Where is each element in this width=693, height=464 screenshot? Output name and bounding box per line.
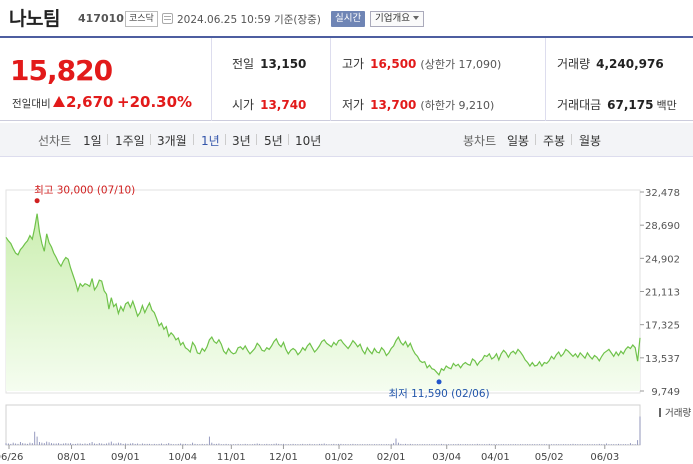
realtime-badge[interactable]: 실시간 xyxy=(331,11,366,27)
x-tick-label: 04/01 xyxy=(481,452,510,463)
tab-separator xyxy=(193,134,194,145)
tab-weekly[interactable]: 주봉 xyxy=(543,134,566,148)
y-tick-label: 28,690 xyxy=(645,221,680,232)
quote-timestamp: 2024.06.25 10:59 기준(장중) xyxy=(177,14,321,26)
low-label: 저가 xyxy=(342,98,365,112)
x-tick-label: 11/01 xyxy=(217,452,246,463)
tab-1week[interactable]: 1주일 xyxy=(115,134,145,148)
chart-range-tabs: 선차트 1일 1주일 3개월 1년 3년 5년 10년 봉차트 일봉 주봉 월봉 xyxy=(0,123,693,157)
y-tick-label: 9,749 xyxy=(651,387,680,398)
prev-close: 전일 13,150 xyxy=(232,55,306,72)
y-tick-label: 17,325 xyxy=(645,321,680,332)
open-value: 13,740 xyxy=(260,98,307,112)
tab-separator xyxy=(256,134,257,145)
tab-monthly[interactable]: 월봉 xyxy=(579,134,602,148)
x-tick-label: 01/02 xyxy=(325,452,354,463)
volume-value: 4,240,976 xyxy=(596,57,664,71)
amount-value: 67,175 xyxy=(607,98,654,112)
tab-1year[interactable]: 1년 xyxy=(201,134,220,148)
volume-label: 거래량 xyxy=(557,57,591,71)
x-tick-label: 09/01 xyxy=(111,452,140,463)
divider xyxy=(330,38,331,121)
divider xyxy=(545,38,546,121)
tab-separator xyxy=(225,134,226,145)
tab-3year[interactable]: 3년 xyxy=(232,134,251,148)
low-value: 13,700 xyxy=(370,98,417,112)
prev-close-label: 전일 xyxy=(232,57,255,71)
market-badge: 코스닥 xyxy=(125,11,158,27)
open-label: 시가 xyxy=(232,98,255,112)
amount-label: 거래대금 xyxy=(557,98,602,112)
price-line xyxy=(5,213,641,377)
max-price-annotation: 최고 30,000 (07/10) xyxy=(34,185,135,197)
volume-plot-frame xyxy=(5,404,641,446)
company-info-label: 기업개요 xyxy=(375,13,410,24)
tab-separator xyxy=(288,134,289,145)
y-tick-label: 32,478 xyxy=(645,188,680,199)
x-tick-label: 05/02 xyxy=(535,452,564,463)
max-price-marker xyxy=(34,198,40,204)
stock-header: 나노팀 417010 코스닥 2024.06.25 10:59 기준(장중) 실… xyxy=(0,0,693,36)
current-price-box: 15,820 전일대비 2,670 +20.30% xyxy=(0,38,212,121)
trade-volume: 거래량 4,240,976 xyxy=(557,55,664,72)
tab-separator xyxy=(150,134,151,145)
x-tick-label: 03/04 xyxy=(432,452,461,463)
day-low: 저가 13,700 (하한가 9,210) xyxy=(342,96,494,113)
x-tick-label: 06/03 xyxy=(590,452,619,463)
chevron-down-icon xyxy=(412,16,419,20)
prev-close-value: 13,150 xyxy=(260,57,307,71)
tab-daily[interactable]: 일봉 xyxy=(507,134,530,148)
up-arrow-icon xyxy=(53,96,65,107)
tab-separator xyxy=(107,134,108,145)
tab-3month[interactable]: 3개월 xyxy=(157,134,187,148)
amount-unit: 백만 xyxy=(656,99,677,112)
upper-limit: (상한가 17,090) xyxy=(420,58,502,71)
min-price-marker xyxy=(436,379,442,385)
tab-separator xyxy=(535,134,536,145)
price-chart-svg: 32,478 28,690 24,902 21,113 17,325 13,537 9,74… xyxy=(0,185,691,463)
min-price-annotation: 최저 11,590 (02/06) xyxy=(388,388,489,400)
candle-chart-label: 봉차트 xyxy=(463,134,497,148)
day-high: 고가 16,500 (상한가 17,090) xyxy=(342,55,501,72)
y-tick-label: 24,902 xyxy=(645,254,680,265)
x-tick-label: 06/26 xyxy=(0,452,23,463)
company-info-dropdown[interactable]: 기업개요 xyxy=(370,11,424,27)
change-amount: 2,670 xyxy=(66,93,114,111)
price-summary: 15,820 전일대비 2,670 +20.30% 전일 13,150 고가 16,… xyxy=(0,36,693,121)
volume-legend-icon xyxy=(659,408,661,417)
x-tick-label: 08/01 xyxy=(57,452,86,463)
lower-limit: (하한가 9,210) xyxy=(420,99,495,112)
change-percent: +20.30% xyxy=(117,93,193,111)
tab-5year[interactable]: 5년 xyxy=(264,134,283,148)
change-label: 전일대비 xyxy=(12,98,51,110)
tab-10year[interactable]: 10년 xyxy=(295,134,322,148)
high-value: 16,500 xyxy=(370,57,417,71)
line-chart-label: 선차트 xyxy=(38,134,72,148)
price-chart: 32,478 28,690 24,902 21,113 17,325 13,537 9,74… xyxy=(0,158,693,464)
tab-1day[interactable]: 1일 xyxy=(83,134,102,148)
x-tick-label: 10/04 xyxy=(168,452,197,463)
stock-name: 나노팀 xyxy=(9,8,60,30)
y-tick-label: 21,113 xyxy=(645,288,680,299)
high-label: 고가 xyxy=(342,57,365,71)
y-tick-label: 13,537 xyxy=(645,354,680,365)
calendar-icon xyxy=(162,13,173,24)
price-area xyxy=(6,213,640,391)
x-tick-label: 12/01 xyxy=(269,452,298,463)
current-price: 15,820 xyxy=(10,54,113,87)
volume-legend-label: 거래량 xyxy=(665,407,691,419)
trade-amount: 거래대금 67,175 백만 xyxy=(557,96,677,113)
day-open: 시가 13,740 xyxy=(232,96,306,113)
x-tick-label: 02/01 xyxy=(377,452,406,463)
tab-separator xyxy=(571,134,572,145)
stock-code: 417010 xyxy=(78,12,124,25)
